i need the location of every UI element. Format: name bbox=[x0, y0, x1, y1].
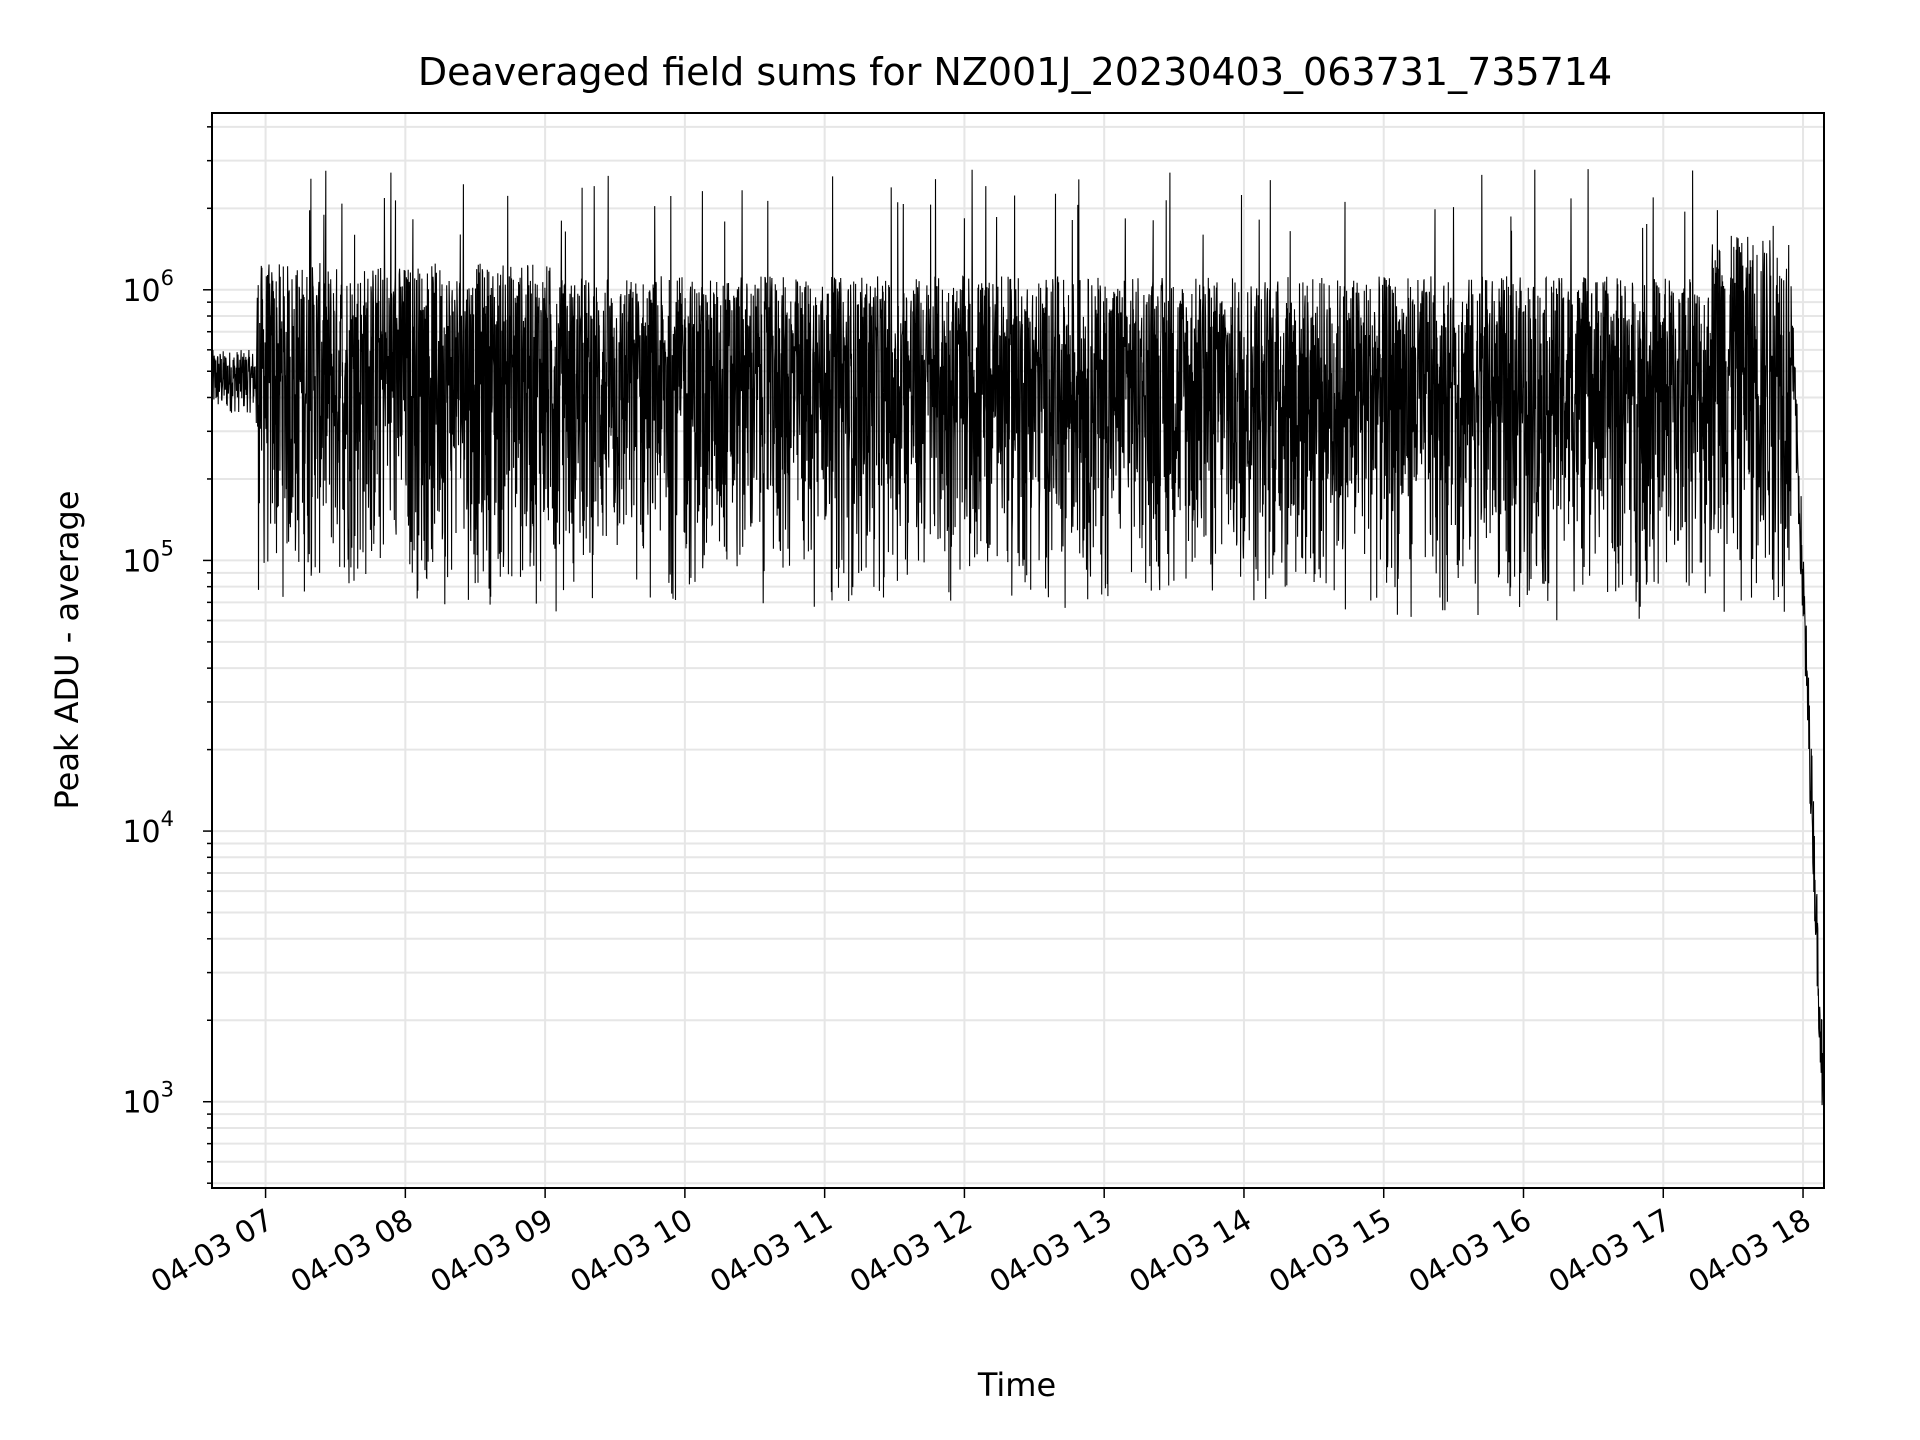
x-tick-label: 04-03 11 bbox=[704, 1203, 838, 1301]
y-tick-label: 106 bbox=[122, 266, 174, 309]
x-tick-label: 04-03 07 bbox=[145, 1203, 279, 1301]
x-tick-label: 04-03 08 bbox=[285, 1203, 419, 1301]
y-tick-label: 104 bbox=[122, 807, 174, 850]
y-tick-label: 105 bbox=[122, 536, 174, 579]
series-line bbox=[212, 169, 1824, 1142]
x-tick-label: 04-03 09 bbox=[425, 1203, 559, 1301]
plot-frame bbox=[211, 112, 1825, 1189]
chart-title: Deaveraged field sums for NZ001J_2023040… bbox=[418, 50, 1612, 94]
x-tick-label: 04-03 15 bbox=[1263, 1203, 1397, 1301]
x-tick-label: 04-03 14 bbox=[1124, 1203, 1258, 1301]
x-tick-label: 04-03 10 bbox=[565, 1203, 699, 1301]
x-tick-label: 04-03 18 bbox=[1683, 1203, 1817, 1301]
y-tick-label: 103 bbox=[122, 1078, 174, 1121]
y-axis: 103 104 105 106 bbox=[122, 126, 212, 1184]
x-axis-title: Time bbox=[977, 1366, 1056, 1404]
x-axis: 04-03 07 04-03 08 04-03 09 04-03 10 04-03 11… bbox=[145, 1188, 1817, 1300]
x-tick-label: 04-03 16 bbox=[1403, 1203, 1537, 1301]
series-layer bbox=[212, 169, 1824, 1142]
x-tick-label: 04-03 13 bbox=[984, 1203, 1118, 1301]
x-tick-label: 04-03 17 bbox=[1543, 1203, 1677, 1301]
grid-lines bbox=[212, 113, 1824, 1188]
y-axis-title: Peak ADU - average bbox=[48, 491, 86, 810]
x-tick-label: 04-03 12 bbox=[844, 1203, 978, 1301]
